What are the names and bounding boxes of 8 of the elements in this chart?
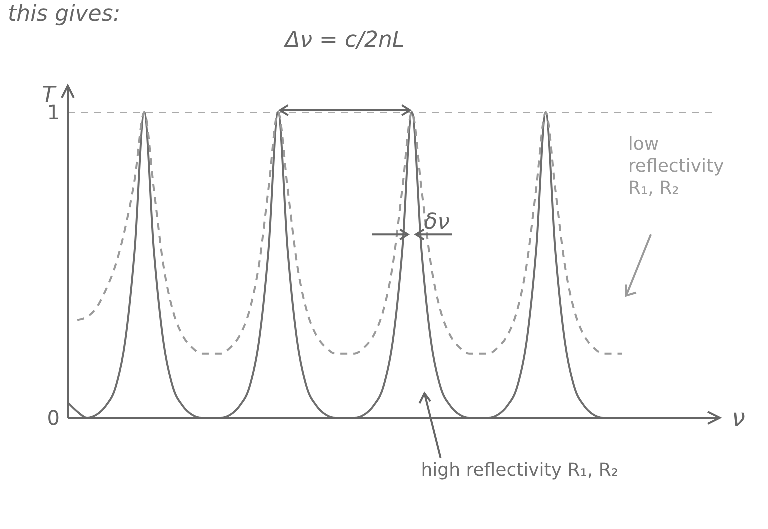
text: high reflectivity R₁, R₂ (421, 460, 620, 482)
text: this gives: (8, 2, 121, 27)
y-tick-label: 0 (47, 406, 60, 430)
annotation: δν (424, 210, 450, 236)
line-series (76, 111, 624, 355)
x-axis-title: ν (732, 404, 746, 432)
text: Δν = c/2nL (285, 28, 405, 53)
text: low reflectivity R₁, R₂ (628, 134, 726, 200)
